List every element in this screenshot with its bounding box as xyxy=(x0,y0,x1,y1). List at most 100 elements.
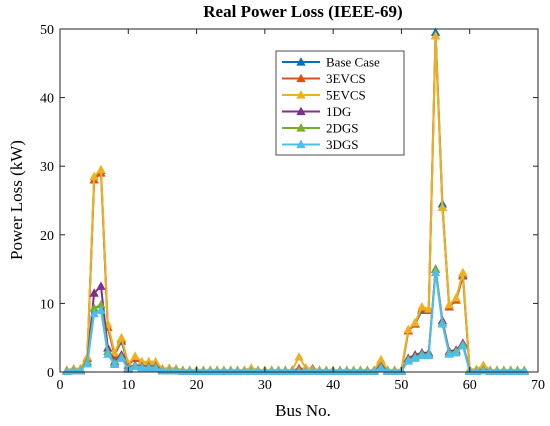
data-point xyxy=(212,366,222,375)
data-point xyxy=(424,304,434,313)
legend-label: 1DG xyxy=(326,104,351,119)
x-tick-label: 70 xyxy=(531,378,545,393)
data-point xyxy=(232,366,243,375)
data-point xyxy=(512,366,523,375)
data-point xyxy=(403,324,413,334)
x-axis-label: Bus No. xyxy=(275,401,331,420)
data-point xyxy=(294,352,304,361)
data-point xyxy=(383,366,393,375)
data-point xyxy=(246,366,256,375)
x-tick-label: 30 xyxy=(258,378,272,393)
y-tick-label: 50 xyxy=(40,23,54,38)
data-point xyxy=(185,366,195,375)
data-point xyxy=(437,319,448,328)
data-point xyxy=(410,317,420,327)
data-point xyxy=(348,366,359,375)
y-axis-label: Power Loss (kW) xyxy=(7,140,26,260)
data-point xyxy=(307,366,318,375)
data-point xyxy=(109,359,120,369)
data-point xyxy=(116,332,127,342)
legend-box xyxy=(275,50,405,156)
x-tick-label: 50 xyxy=(394,378,408,393)
legend-label: Base Case xyxy=(326,55,380,70)
data-point xyxy=(499,366,509,375)
data-point xyxy=(444,299,454,309)
data-point xyxy=(335,366,345,375)
data-point xyxy=(519,366,530,375)
x-tick-label: 10 xyxy=(121,378,135,393)
data-point xyxy=(430,267,441,277)
data-point xyxy=(430,31,441,40)
legend-item: 3DGS xyxy=(282,137,359,152)
data-point xyxy=(280,366,291,375)
legend-label: 3EVCS xyxy=(326,71,366,86)
data-point xyxy=(219,366,229,375)
legend-marker xyxy=(296,123,306,132)
data-point xyxy=(471,366,482,375)
data-point xyxy=(301,366,311,375)
data-point xyxy=(362,366,372,375)
data-point xyxy=(506,366,516,375)
legend-label: 2DGS xyxy=(326,121,359,136)
data-point xyxy=(355,366,366,375)
data-point xyxy=(424,350,434,360)
data-point xyxy=(89,288,99,297)
y-tick-label: 0 xyxy=(47,366,54,381)
data-point xyxy=(226,366,236,375)
data-point xyxy=(96,164,106,174)
data-point xyxy=(130,351,140,360)
data-point xyxy=(144,363,154,372)
data-point xyxy=(342,366,352,375)
data-point xyxy=(451,347,461,357)
legend-item: 1DG xyxy=(282,104,351,119)
data-point xyxy=(96,305,106,314)
data-point xyxy=(178,366,188,375)
y-tick-label: 40 xyxy=(40,92,54,107)
legend-marker xyxy=(296,106,306,116)
data-point xyxy=(389,366,400,375)
data-point xyxy=(273,366,284,375)
chart-title: Real Power Loss (IEEE-69) xyxy=(203,2,402,21)
legend-marker xyxy=(296,73,306,83)
legend-item: 3EVCS xyxy=(282,71,366,86)
data-point xyxy=(321,366,331,375)
data-point xyxy=(89,308,99,318)
data-point xyxy=(62,366,72,375)
data-point xyxy=(137,363,147,372)
data-point xyxy=(410,353,420,362)
data-point xyxy=(458,341,468,350)
legend-item: 2DGS xyxy=(282,121,359,136)
legend-label: 5EVCS xyxy=(326,88,366,103)
data-point xyxy=(376,363,386,372)
data-point xyxy=(130,361,140,371)
data-point xyxy=(314,366,325,375)
legend-item: 5EVCS xyxy=(282,88,366,103)
data-point xyxy=(485,366,495,375)
data-point xyxy=(89,171,99,181)
legend-label: 3DGS xyxy=(326,137,359,152)
data-point xyxy=(369,366,379,375)
data-point xyxy=(239,366,250,375)
x-tick-label: 0 xyxy=(57,378,64,393)
legend-marker xyxy=(296,90,306,99)
data-point xyxy=(294,366,304,375)
x-tick-label: 40 xyxy=(326,378,340,393)
axes-box xyxy=(59,28,539,373)
data-point xyxy=(103,349,113,358)
series-3dgs xyxy=(62,267,530,375)
data-point xyxy=(403,356,413,365)
data-point xyxy=(96,281,106,290)
legend-item: Base Case xyxy=(282,55,380,70)
data-point xyxy=(198,366,209,375)
x-tick-label: 60 xyxy=(463,378,477,393)
data-point xyxy=(287,366,297,375)
data-point xyxy=(116,353,127,362)
x-tick-label: 20 xyxy=(190,378,204,393)
data-point xyxy=(267,366,277,375)
data-point xyxy=(150,363,161,372)
data-point xyxy=(253,366,263,375)
y-tick-label: 20 xyxy=(40,229,54,244)
legend-marker xyxy=(296,57,306,66)
